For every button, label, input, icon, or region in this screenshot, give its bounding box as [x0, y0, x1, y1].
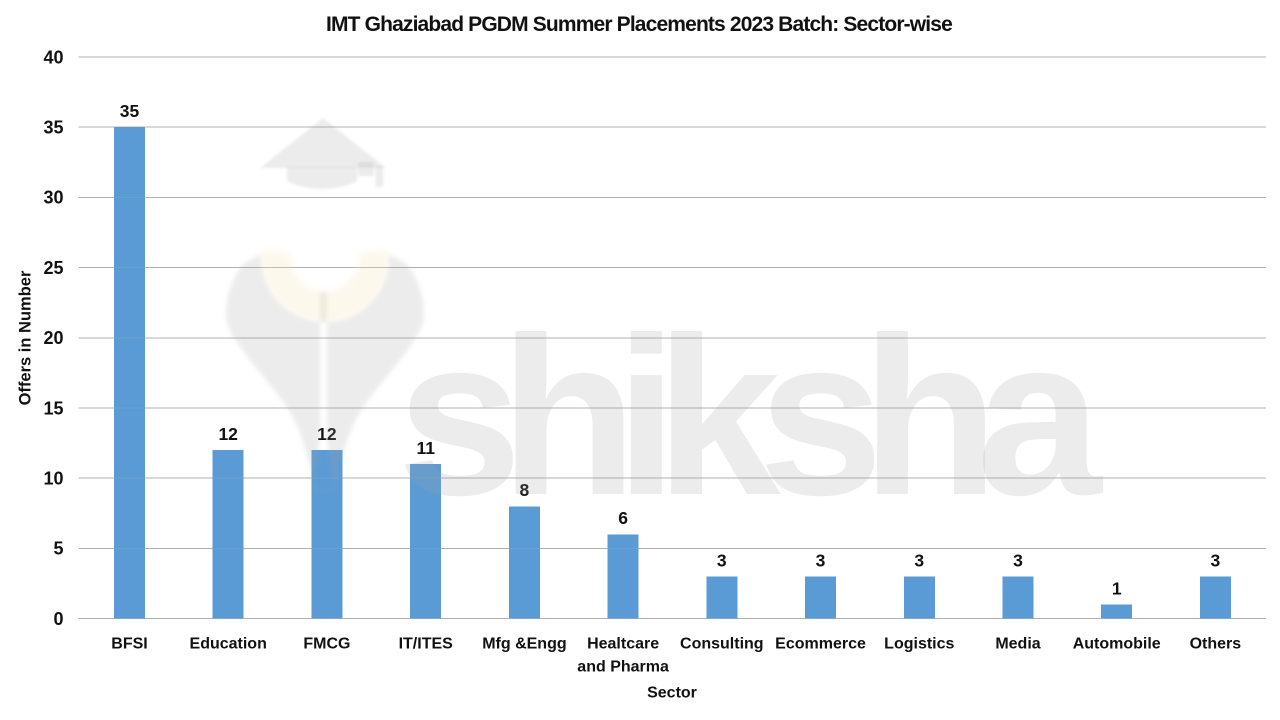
svg-text:3: 3 — [1211, 550, 1221, 570]
svg-text:30: 30 — [43, 188, 63, 208]
svg-text:Sector: Sector — [647, 685, 697, 702]
svg-text:25: 25 — [43, 258, 63, 278]
svg-text:Education: Education — [190, 636, 267, 653]
svg-text:Logistics: Logistics — [884, 636, 954, 653]
svg-text:Media: Media — [995, 636, 1040, 653]
svg-text:35: 35 — [120, 101, 140, 121]
svg-text:shiksha: shiksha — [397, 290, 1104, 542]
svg-text:3: 3 — [816, 550, 826, 570]
svg-text:Healtcare: Healtcare — [587, 636, 659, 653]
svg-text:10: 10 — [43, 469, 63, 489]
svg-text:20: 20 — [43, 328, 63, 348]
svg-text:1: 1 — [1112, 578, 1122, 598]
svg-text:Consulting: Consulting — [680, 636, 764, 653]
svg-text:3: 3 — [1013, 550, 1023, 570]
svg-text:15: 15 — [43, 398, 63, 418]
svg-text:12: 12 — [218, 424, 238, 444]
svg-text:IT/ITES: IT/ITES — [399, 636, 454, 653]
svg-text:BFSI: BFSI — [111, 636, 147, 653]
svg-text:5: 5 — [53, 539, 63, 559]
svg-text:Others: Others — [1190, 636, 1242, 653]
svg-text:11: 11 — [416, 438, 435, 458]
svg-text:6: 6 — [618, 508, 628, 528]
svg-text:Offers in Number: Offers in Number — [17, 270, 35, 405]
svg-text:8: 8 — [520, 480, 530, 500]
svg-text:0: 0 — [53, 609, 63, 629]
svg-text:IMT Ghaziabad PGDM Summer Plac: IMT Ghaziabad PGDM Summer Placements 202… — [326, 13, 952, 36]
svg-text:35: 35 — [43, 118, 63, 138]
svg-text:FMCG: FMCG — [303, 636, 350, 653]
svg-text:Automobile: Automobile — [1073, 636, 1161, 653]
svg-text:40: 40 — [43, 47, 63, 67]
svg-text:Ecommerce: Ecommerce — [775, 636, 866, 653]
svg-text:3: 3 — [717, 550, 727, 570]
svg-text:3: 3 — [914, 550, 924, 570]
svg-text:Mfg &Engg: Mfg &Engg — [482, 636, 566, 653]
svg-text:and Pharma: and Pharma — [577, 659, 669, 676]
